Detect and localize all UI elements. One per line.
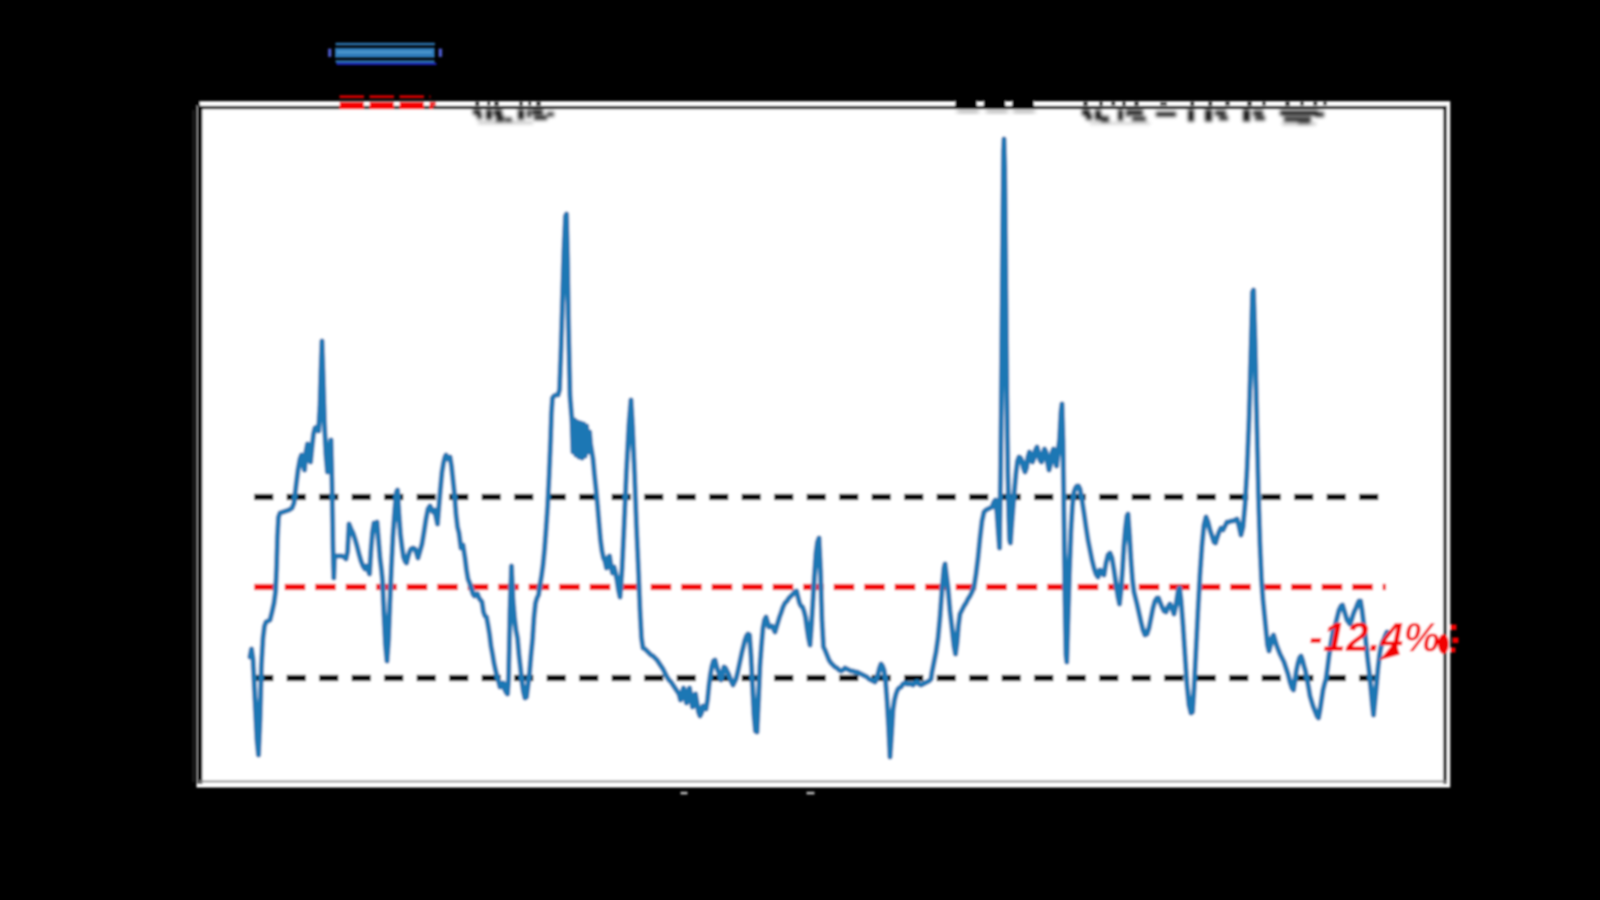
svg-text:-12.4%: -12.4% [1309,614,1440,660]
